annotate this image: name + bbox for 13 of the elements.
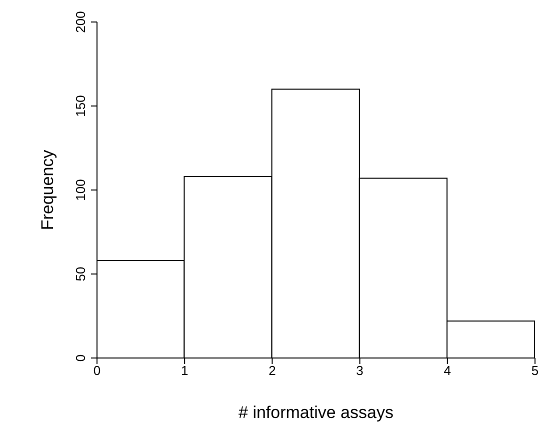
x-tick-label: 5 — [531, 363, 538, 378]
y-tick-label: 50 — [73, 266, 88, 282]
y-axis-title: Frequency — [38, 149, 58, 230]
x-tick-label: 4 — [444, 363, 452, 378]
y-tick-label: 100 — [73, 179, 88, 201]
y-tick-label: 0 — [73, 354, 88, 362]
x-tick-label: 1 — [180, 363, 188, 378]
y-tick-label: 150 — [73, 95, 88, 117]
x-tick-label: 0 — [93, 363, 101, 378]
x-axis-title: # informative assays — [238, 403, 394, 422]
y-tick-label: 200 — [73, 11, 88, 33]
x-tick-label: 3 — [356, 363, 364, 378]
x-tick-label: 2 — [268, 363, 276, 378]
